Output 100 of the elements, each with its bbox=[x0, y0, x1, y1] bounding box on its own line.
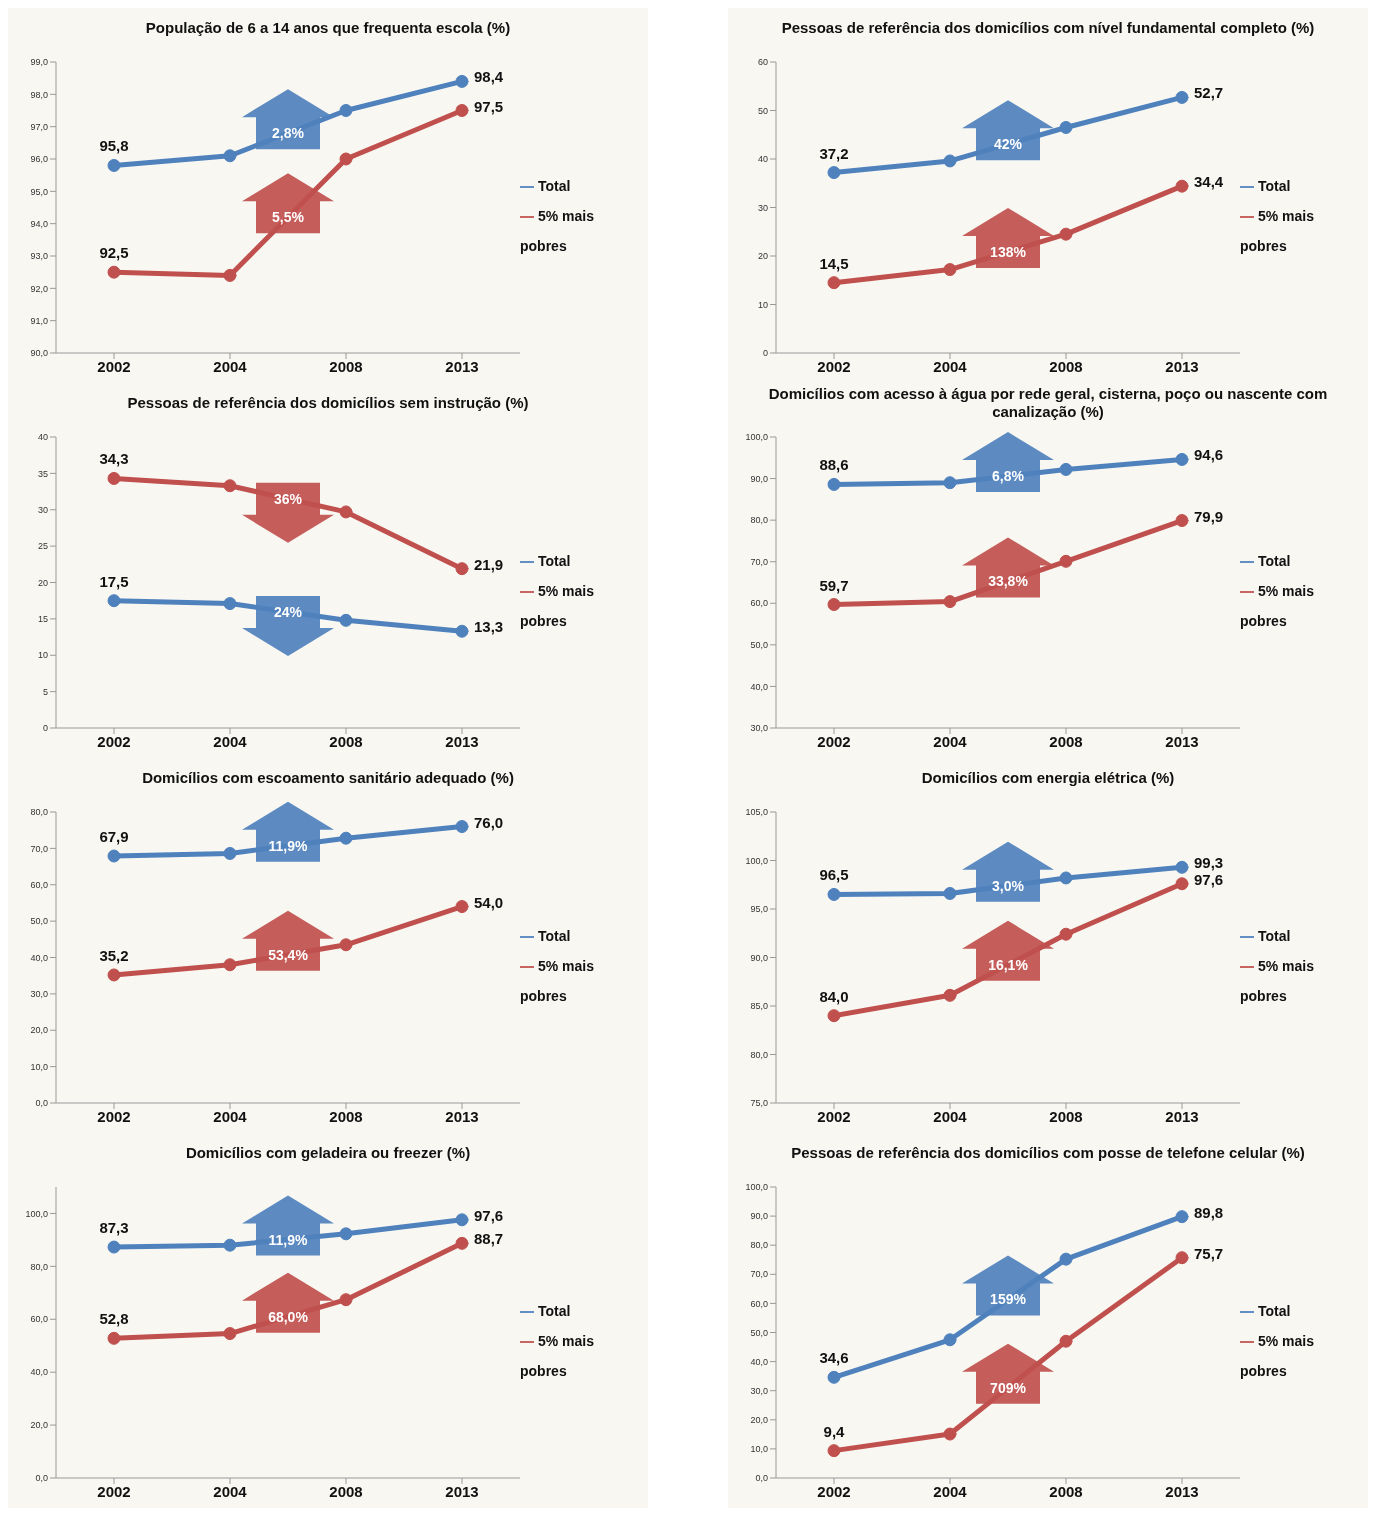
y-tick-label: 20,0 bbox=[750, 1414, 768, 1425]
annotation: 68,0% bbox=[268, 1308, 309, 1325]
y-tick-label: 97,0 bbox=[30, 121, 48, 132]
x-tick-label: 2002 bbox=[97, 1107, 131, 1125]
y-tick-label: 91,0 bbox=[30, 315, 48, 326]
point bbox=[339, 938, 353, 952]
y-tick-label: 10 bbox=[37, 650, 48, 661]
data-label: 54,0 bbox=[474, 893, 504, 911]
x-tick-label: 2002 bbox=[97, 357, 131, 375]
y-tick-label: 70,0 bbox=[30, 843, 48, 854]
point bbox=[827, 598, 841, 612]
annotation: 5,5% bbox=[272, 209, 305, 226]
chart-title: Domicílios com energia elétrica (%) bbox=[920, 768, 1176, 788]
point bbox=[827, 1444, 841, 1458]
data-label: 97,5 bbox=[474, 97, 504, 115]
data-label: 35,2 bbox=[99, 946, 129, 964]
annotation: 53,4% bbox=[268, 946, 309, 963]
point bbox=[1059, 1334, 1073, 1348]
y-tick-label: 70,0 bbox=[750, 1269, 768, 1280]
data-label: 34,6 bbox=[819, 1349, 849, 1367]
point bbox=[455, 900, 469, 914]
point bbox=[1175, 179, 1189, 193]
point bbox=[1059, 120, 1073, 134]
data-label: 34,3 bbox=[99, 450, 129, 468]
point bbox=[455, 104, 469, 117]
x-tick-label: 2004 bbox=[213, 1482, 248, 1500]
point bbox=[223, 1238, 237, 1252]
x-tick-label: 2013 bbox=[1165, 732, 1199, 750]
point bbox=[339, 1227, 353, 1241]
point bbox=[107, 968, 121, 982]
x-tick-label: 2013 bbox=[1165, 1107, 1199, 1125]
data-label: 88,7 bbox=[474, 1230, 504, 1248]
x-tick-label: 2008 bbox=[329, 1107, 363, 1125]
x-tick-label: 2013 bbox=[1165, 1482, 1199, 1500]
data-label: 89,8 bbox=[1194, 1203, 1224, 1221]
y-tick-label: 60,0 bbox=[750, 1298, 768, 1309]
y-tick-label: 5 bbox=[42, 686, 48, 697]
point bbox=[107, 849, 121, 863]
x-tick-label: 2004 bbox=[933, 1482, 968, 1500]
x-tick-label: 2008 bbox=[1049, 357, 1083, 375]
y-tick-label: 0,0 bbox=[755, 1473, 768, 1484]
chart-title: Pessoas de referência dos domicílios sem instrução (%) bbox=[126, 393, 530, 413]
point bbox=[1059, 871, 1073, 885]
legend-label: Total bbox=[1258, 552, 1291, 569]
legend-label: Total bbox=[1258, 927, 1291, 944]
y-tick-label: 20 bbox=[757, 251, 768, 262]
legend-label: 5% mais pobres bbox=[1240, 582, 1315, 629]
data-label: 17,5 bbox=[99, 572, 129, 590]
point bbox=[1059, 1252, 1073, 1266]
data-label: 9,4 bbox=[823, 1422, 846, 1440]
point bbox=[455, 820, 469, 834]
y-tick-label: 20 bbox=[37, 577, 48, 588]
chart-title: Domicílios com escoamento sanitário adequado (%) bbox=[141, 768, 515, 788]
point bbox=[223, 846, 237, 860]
data-label: 34,4 bbox=[1194, 173, 1224, 191]
data-label: 67,9 bbox=[99, 828, 129, 846]
point bbox=[223, 268, 237, 282]
point bbox=[943, 886, 957, 900]
point bbox=[223, 1327, 237, 1341]
y-tick-label: 10,0 bbox=[30, 1061, 48, 1072]
y-tick-label: 60,0 bbox=[30, 879, 48, 890]
x-tick-label: 2013 bbox=[445, 1482, 479, 1500]
y-tick-label: 92,0 bbox=[30, 283, 48, 294]
data-label: 14,5 bbox=[819, 254, 849, 272]
y-tick-label: 80,0 bbox=[750, 1049, 768, 1060]
y-tick-label: 25 bbox=[37, 541, 48, 552]
data-label: 13,3 bbox=[474, 618, 504, 636]
legend-label: Total bbox=[538, 927, 571, 944]
y-tick-label: 0,0 bbox=[35, 1473, 48, 1484]
x-tick-label: 2004 bbox=[213, 357, 248, 375]
data-label: 52,8 bbox=[99, 1310, 129, 1328]
data-label: 92,5 bbox=[99, 244, 129, 262]
data-label: 75,7 bbox=[1194, 1244, 1224, 1262]
x-tick-label: 2002 bbox=[97, 732, 131, 750]
x-tick-label: 2008 bbox=[329, 732, 363, 750]
point bbox=[943, 476, 957, 490]
y-tick-label: 40 bbox=[757, 154, 768, 165]
chart-title: Pessoas de referência dos domicílios com nível fundamental completo (%) bbox=[780, 18, 1316, 38]
x-tick-label: 2004 bbox=[933, 1107, 968, 1125]
y-tick-label: 99,0 bbox=[30, 57, 48, 68]
point bbox=[827, 166, 841, 180]
point bbox=[107, 471, 121, 485]
annotation: 11,9% bbox=[268, 837, 309, 854]
annotation: 709% bbox=[990, 1379, 1027, 1396]
chart-title: População de 6 a 14 anos que frequenta escola (%) bbox=[144, 18, 512, 38]
point bbox=[827, 276, 841, 290]
annotation: 138% bbox=[990, 243, 1027, 260]
point bbox=[339, 1293, 353, 1307]
annotation: 33,8% bbox=[988, 573, 1029, 590]
annotation: 11,9% bbox=[268, 1231, 309, 1248]
data-label: 97,6 bbox=[474, 1206, 504, 1224]
y-tick-label: 35 bbox=[37, 468, 48, 479]
x-tick-label: 2008 bbox=[329, 1482, 363, 1500]
point bbox=[455, 74, 469, 88]
y-tick-label: 95,0 bbox=[30, 186, 48, 197]
y-tick-label: 50 bbox=[757, 105, 768, 116]
legend-label: 5% mais pobres bbox=[520, 207, 595, 254]
data-label: 37,2 bbox=[819, 144, 849, 162]
point bbox=[1175, 877, 1189, 891]
point bbox=[107, 158, 121, 172]
